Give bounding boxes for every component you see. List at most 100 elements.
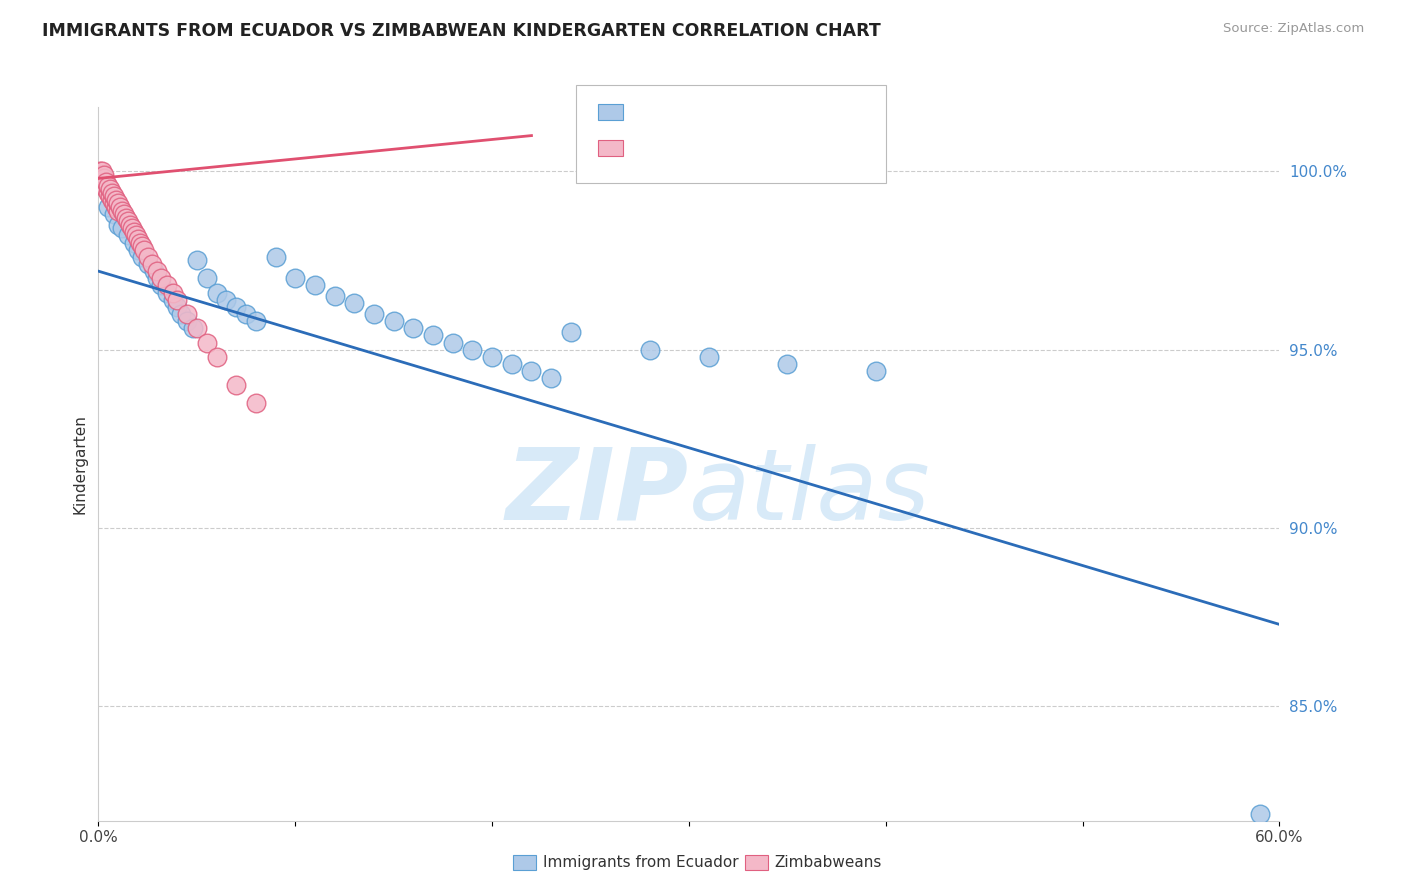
Point [501,357,523,371]
Point [540,371,562,385]
Point [127,232,149,246]
Point [638,343,661,357]
Point [93,171,115,186]
Point [195,271,218,285]
Point [89,164,111,178]
Point [98,189,121,203]
Point [150,278,173,293]
Point [225,300,247,314]
Point [323,289,346,303]
Point [131,239,153,253]
Point [186,321,208,335]
Point [195,335,218,350]
Point [103,196,125,211]
Point [125,228,148,243]
Point [91,164,114,178]
Point [131,250,153,264]
Point [128,235,150,250]
Text: Immigrants from Ecuador: Immigrants from Ecuador [543,855,738,870]
Point [127,243,149,257]
Point [107,203,129,218]
Text: Zimbabweans: Zimbabweans [775,855,882,870]
Point [108,200,131,214]
Point [91,168,114,182]
Point [107,196,129,211]
Point [156,278,179,293]
Point [284,271,307,285]
Point [97,186,120,200]
Text: atlas: atlas [689,444,931,541]
Point [697,350,720,364]
Point [96,182,118,196]
Point [117,228,139,243]
Point [91,175,114,189]
Point [461,343,484,357]
Point [98,182,121,196]
Point [166,300,188,314]
Point [441,335,464,350]
Point [166,293,188,307]
Point [103,207,125,221]
Point [181,321,204,335]
Point [89,171,111,186]
Point [89,168,111,182]
Point [343,296,366,310]
Point [97,178,120,193]
Point [176,307,198,321]
Point [91,171,114,186]
Point [107,218,129,232]
Point [118,218,141,232]
Text: IMMIGRANTS FROM ECUADOR VS ZIMBABWEAN KINDERGARTEN CORRELATION CHART: IMMIGRANTS FROM ECUADOR VS ZIMBABWEAN KI… [42,22,882,40]
Text: 50: 50 [792,137,814,152]
Text: Source: ZipAtlas.com: Source: ZipAtlas.com [1223,22,1364,36]
Point [162,293,184,307]
Point [105,193,128,207]
Point [122,225,145,239]
Text: 0.302: 0.302 [679,137,730,152]
Point [520,364,543,378]
Text: R =: R = [634,102,669,116]
Point [150,271,173,285]
Point [560,325,582,339]
Point [382,314,405,328]
Text: -0.658: -0.658 [679,102,737,116]
Point [97,200,120,214]
Point [132,243,155,257]
Point [101,193,124,207]
Point [103,189,125,203]
Point [136,257,159,271]
Point [136,250,159,264]
Point [225,378,247,392]
Point [93,168,115,182]
Text: ZIP: ZIP [506,444,689,541]
Point [105,200,128,214]
Point [111,203,134,218]
Point [162,285,184,300]
Point [142,264,165,278]
Point [141,257,163,271]
Point [121,221,143,235]
Point [776,357,799,371]
Point [422,328,444,343]
Text: 47: 47 [792,102,814,116]
Point [170,307,193,321]
Point [215,293,238,307]
Point [115,211,138,225]
Point [205,350,228,364]
Point [156,285,179,300]
Point [186,253,208,268]
Point [245,314,267,328]
Point [122,235,145,250]
Point [402,321,425,335]
Point [245,396,267,410]
Point [304,278,326,293]
Point [1249,806,1271,821]
Point [264,250,287,264]
Point [117,214,139,228]
Point [205,285,228,300]
Point [363,307,385,321]
Text: N =: N = [745,137,782,152]
Point [93,178,115,193]
Text: R =: R = [634,137,669,152]
Point [101,186,124,200]
